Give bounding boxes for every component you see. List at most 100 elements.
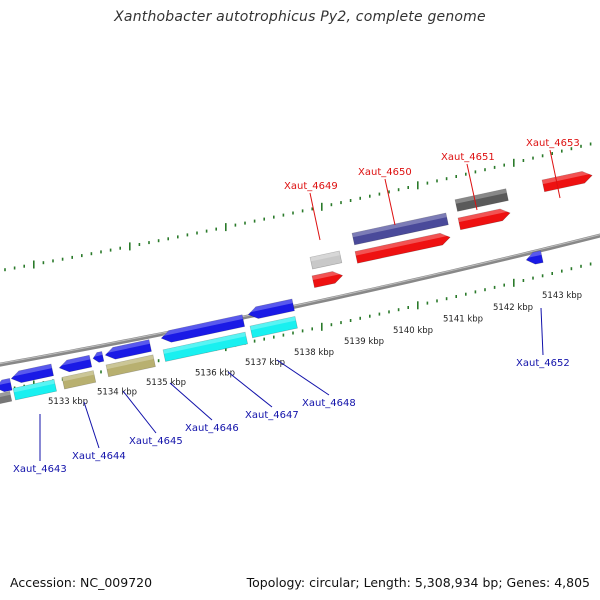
- gene-4649-gray-shape: [309, 250, 343, 270]
- gene-4652-blue-shape: [525, 250, 544, 265]
- features: [0, 171, 593, 405]
- scale-label: 5138 kbp: [294, 348, 334, 358]
- gene-4652-blue: [525, 250, 544, 265]
- page-title: Xanthobacter autotrophicus Py2, complete…: [114, 9, 486, 25]
- gene-4649-red: [311, 271, 344, 288]
- gene-small-blue-shine: [92, 351, 103, 358]
- gene-4643-blue-shape: [0, 377, 13, 393]
- gene-4647-cyan-shape: [162, 331, 249, 362]
- gene-4643-gray: [0, 391, 13, 405]
- scale-label: 5143 kbp: [542, 291, 582, 301]
- gene-4649-gray: [309, 250, 343, 270]
- gene-4643-blue: [0, 377, 13, 393]
- gene-4644-cyan-shape: [12, 379, 57, 401]
- gene-4651-gray-shape: [454, 188, 509, 212]
- gene-4647-blue: [160, 314, 246, 343]
- gene-4648-cyan-shape: [249, 316, 298, 339]
- gene-4649-red-shape: [311, 271, 344, 288]
- gene-4645-khaki-shine: [62, 370, 95, 382]
- gene-4650-red-shape: [354, 232, 451, 264]
- gene-4653-red-shape: [541, 171, 593, 193]
- gene-small-blue-shape: [92, 351, 105, 363]
- gene-4647-cyan: [162, 331, 249, 362]
- gene-label: Xaut_4650: [358, 167, 412, 178]
- gene-4651-red: [457, 208, 511, 231]
- gene-label: Xaut_4643: [13, 464, 67, 475]
- gene-4651-red-shine: [458, 208, 510, 223]
- gene-4646-blue-shine: [104, 339, 150, 354]
- gene-4643-blue-shine: [0, 378, 11, 386]
- scale-labels: 5133 kbp 5134 kbp 5135 kbp 5136 kbp 5137 kbp…: [48, 291, 582, 407]
- gene-4645-blue: [58, 354, 93, 373]
- gene-4645-khaki-shape: [61, 370, 97, 390]
- gene-4645-khaki: [61, 370, 97, 390]
- gene-label: Xaut_4645: [129, 436, 183, 447]
- gene-4653-red: [541, 171, 593, 193]
- gene-4648-cyan: [249, 316, 298, 339]
- ticks-upper: [4, 142, 592, 272]
- gene-4648-blue-shape: [247, 298, 295, 319]
- gene-4650-red: [354, 232, 451, 264]
- gene-4647-blue-shape: [160, 314, 246, 343]
- gene-4644-blue-shape: [10, 363, 54, 383]
- gene-leader-line: [466, 163, 478, 211]
- gene-leader-line: [384, 178, 396, 226]
- gene-4648-blue: [247, 298, 295, 319]
- gene-4646-blue: [104, 339, 152, 360]
- gene-4643-gray-shine: [0, 391, 11, 398]
- gene-4649-gray-shine: [310, 250, 341, 262]
- scale-label: 5140 kbp: [393, 326, 433, 336]
- gene-4646-khaki: [105, 354, 156, 378]
- gene-4645-blue-shine: [58, 355, 91, 367]
- scale-label: 5135 kbp: [146, 378, 186, 388]
- gene-label: Xaut_4648: [302, 398, 356, 409]
- gene-leader-line: [549, 149, 561, 199]
- backbone-line: [0, 233, 600, 367]
- scale-label: 5139 kbp: [344, 337, 384, 347]
- gene-4644-cyan: [12, 379, 57, 401]
- gene-leader-line: [122, 390, 157, 434]
- gene-4643-gray-shape: [0, 391, 13, 405]
- gene-leader-line: [169, 382, 213, 421]
- gene-4649-red-shine: [312, 271, 343, 281]
- scale-label: 5137 kbp: [245, 358, 285, 368]
- gene-small-blue: [92, 351, 105, 363]
- gene-label: Xaut_4651: [441, 152, 495, 163]
- gene-4644-cyan-shine: [13, 379, 55, 393]
- gene-4645-blue-shape: [58, 354, 93, 373]
- gene-label: Xaut_4647: [245, 410, 299, 421]
- accession-label: Accession: NC_009720: [10, 575, 153, 590]
- gene-leader-line: [540, 307, 544, 356]
- gene-4646-khaki-shine: [106, 354, 154, 370]
- gene-4653-red-shine: [542, 171, 592, 185]
- scale-label: 5136 kbp: [195, 368, 235, 378]
- gene-leader-line: [276, 359, 330, 396]
- scale-label: 5134 kbp: [97, 388, 137, 398]
- gene-4651-gray: [454, 188, 509, 212]
- gene-4650-slate-shine: [352, 213, 447, 238]
- gene-label: Xaut_4653: [526, 138, 580, 149]
- gene-4651-gray-shine: [455, 188, 507, 204]
- gene-4644-blue: [10, 363, 54, 383]
- backbone: [0, 233, 600, 367]
- gene-4647-blue-shine: [160, 314, 244, 337]
- gene-leader-line: [83, 401, 100, 449]
- gene-label: Xaut_4644: [72, 451, 126, 462]
- gene-4650-red-shine: [355, 233, 450, 256]
- gene-4652-blue-shine: [525, 250, 542, 259]
- gene-4646-blue-shape: [104, 339, 152, 360]
- gene-4647-cyan-shine: [163, 332, 247, 354]
- gene-label: Xaut_4652: [516, 358, 570, 369]
- gene-4646-khaki-shape: [105, 354, 156, 378]
- gene-labels: Xaut_4649 Xaut_4650 Xaut_4651 Xaut_4653 Xaut…: [13, 138, 580, 475]
- backbone-highlight: [0, 234, 600, 365]
- gene-4648-blue-shine: [247, 299, 293, 313]
- gene-4644-blue-shine: [10, 363, 52, 377]
- scale-label: 5142 kbp: [493, 303, 533, 313]
- scale-label: 5133 kbp: [48, 397, 88, 407]
- gene-label: Xaut_4649: [284, 181, 338, 192]
- gene-leader-line: [227, 371, 273, 408]
- gene-leader-line: [309, 192, 321, 241]
- gene-4650-slate-shape: [351, 212, 449, 246]
